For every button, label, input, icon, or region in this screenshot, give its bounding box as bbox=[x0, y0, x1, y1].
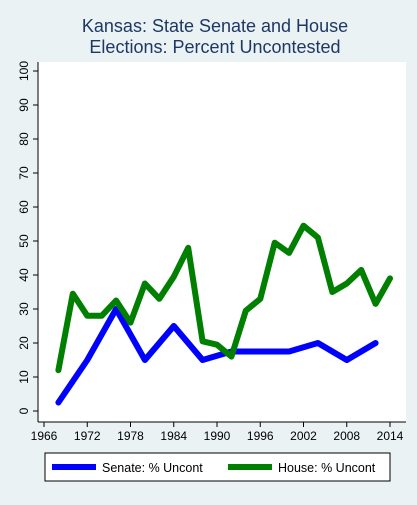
series-line-senate bbox=[55, 306, 379, 406]
x-tick-label: 1972 bbox=[74, 429, 101, 443]
x-tick-label: 1966 bbox=[31, 429, 58, 443]
y-tick-label: 70 bbox=[17, 166, 31, 180]
y-tick-label: 60 bbox=[17, 200, 31, 214]
y-tick-label: 40 bbox=[17, 268, 31, 282]
series-layer bbox=[55, 222, 393, 406]
x-tick-label: 2002 bbox=[290, 429, 317, 443]
x-axis: 1966 1972 1978 1984 1990 1996 2002 2008 2014 bbox=[31, 421, 406, 443]
chart-title-line-1: Kansas: State Senate and House bbox=[82, 16, 348, 36]
x-tick-label: 1978 bbox=[117, 429, 144, 443]
y-tick-label: 80 bbox=[17, 132, 31, 146]
series-line-house bbox=[55, 222, 393, 374]
x-tick-label: 1984 bbox=[160, 429, 187, 443]
x-tick-label: 1990 bbox=[204, 429, 231, 443]
x-tick-label: 2008 bbox=[333, 429, 360, 443]
plot-area bbox=[38, 62, 406, 422]
y-tick-label: 20 bbox=[17, 336, 31, 350]
y-tick-label: 90 bbox=[17, 98, 31, 112]
y-tick-label: 30 bbox=[17, 302, 31, 316]
y-axis: 0 10 20 30 40 50 60 70 80 90 100 bbox=[17, 61, 39, 422]
x-tick-label: 1996 bbox=[247, 429, 274, 443]
legend-label-house: House: % Uncont bbox=[278, 461, 376, 475]
y-tick-label: 0 bbox=[17, 407, 31, 414]
x-tick-label: 2014 bbox=[377, 429, 404, 443]
legend-label-senate: Senate: % Uncont bbox=[102, 461, 203, 475]
legend: Senate: % Uncont House: % Uncont bbox=[44, 452, 391, 482]
chart-title-line-2: Elections: Percent Uncontested bbox=[89, 37, 340, 57]
legend-box bbox=[44, 452, 391, 482]
y-tick-label: 10 bbox=[17, 370, 31, 384]
y-tick-label: 100 bbox=[17, 61, 31, 81]
y-tick-label: 50 bbox=[17, 234, 31, 248]
